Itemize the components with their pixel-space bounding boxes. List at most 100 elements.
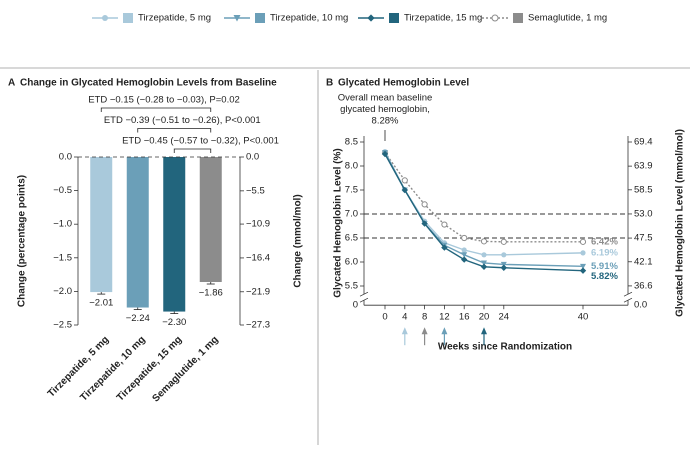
legend-marker (233, 15, 241, 22)
legend-swatch (123, 13, 133, 23)
marker (580, 263, 586, 270)
escalation-arrow-head (441, 327, 448, 335)
legend-label: Tirzepatide, 5 mg (138, 13, 211, 24)
marker (401, 177, 408, 184)
x-tick-label: Tirzepatide, 15 mg (115, 334, 184, 403)
marker (381, 150, 389, 158)
x-tick-label: 8 (422, 312, 427, 323)
axis-break (623, 291, 633, 303)
marker (461, 234, 468, 242)
y-tick-label: −2.5 (53, 320, 72, 331)
x-tick-label: Tirzepatide, 5 mg (46, 334, 111, 399)
marker (501, 252, 507, 258)
marker (480, 263, 488, 270)
y2-tick-label: 63.9 (634, 161, 653, 172)
end-label: 6.42% (591, 236, 618, 247)
data-label: −2.24 (126, 313, 150, 324)
y2-tick-label: 47.5 (634, 233, 653, 244)
y2-tick-label: −10.9 (246, 219, 270, 230)
data-label: −2.30 (162, 317, 186, 328)
data-label: −2.01 (89, 298, 113, 309)
bracket (137, 128, 212, 133)
y-tick-label: −1.5 (53, 252, 72, 263)
y-tick-label: 0 (353, 300, 358, 311)
x-tick-label: 24 (499, 312, 510, 323)
escalation-arrow-head (421, 327, 428, 335)
y-tick-label: 6.5 (345, 233, 358, 244)
marker (481, 260, 487, 266)
panel-letter: B (326, 78, 333, 89)
x-tick-label: 20 (479, 312, 490, 323)
marker (461, 247, 467, 253)
y-tick-label: −2.0 (53, 286, 72, 297)
data-label: −1.86 (199, 288, 223, 299)
y-tick-label: 8.5 (345, 137, 358, 148)
y-tick-label: 7.5 (345, 185, 358, 196)
marker (579, 238, 587, 245)
marker (421, 201, 428, 208)
marker (481, 252, 487, 258)
x-tick-label: 0 (382, 312, 387, 323)
y2-tick-label: 0.0 (634, 300, 647, 311)
y2-tick-label: −5.5 (246, 185, 265, 196)
y-tick-label: 6.0 (345, 257, 358, 268)
legend-marker (102, 15, 108, 21)
y2-axis-label: Glycated Hemoglobin Level (mmol/mol) (675, 129, 686, 317)
annotation: Overall mean baseline (338, 93, 433, 104)
bar (163, 157, 186, 312)
etd-label: ETD −0.39 (−0.51 to −0.26), P<0.001 (104, 115, 261, 126)
y2-tick-label: 69.4 (634, 137, 653, 148)
y2-tick-label: −16.4 (246, 252, 270, 263)
bracket (173, 148, 212, 153)
y2-tick-label: 42.1 (634, 256, 653, 267)
y2-axis-label: Change (mmol/mol) (293, 194, 304, 287)
legend-marker (491, 14, 499, 22)
y-axis-label: Glycated Hemoglobin Level (%) (333, 148, 344, 297)
legend-label: Semaglutide, 1 mg (528, 13, 607, 24)
y-tick-label: 8.0 (345, 161, 358, 172)
y-tick-label: −1.0 (53, 219, 72, 230)
marker (421, 220, 428, 227)
y2-tick-label: −21.9 (246, 286, 270, 297)
end-label: 5.91% (591, 261, 618, 272)
panel-letter: A (8, 78, 15, 89)
y-tick-label: 7.0 (345, 209, 358, 220)
legend-marker (367, 14, 375, 22)
x-tick-label: 4 (402, 312, 407, 323)
axis-break (359, 291, 369, 303)
y2-tick-label: 0.0 (246, 152, 259, 163)
legend-swatch (389, 13, 399, 23)
marker (500, 238, 507, 245)
x-tick-label: 40 (578, 312, 589, 323)
x-tick-label: Tirzepatide, 10 mg (78, 334, 147, 403)
marker (441, 244, 448, 251)
y2-tick-label: −27.3 (246, 320, 270, 331)
y2-tick-label: 36.6 (634, 280, 653, 291)
legend-swatch (255, 13, 265, 23)
y2-tick-label: 53.0 (634, 208, 653, 219)
series-line (384, 152, 584, 268)
marker (579, 267, 587, 274)
annotation: 8.28% (372, 116, 399, 127)
annotation: glycated hemoglobin, (340, 104, 430, 115)
bracket (100, 107, 212, 112)
y-tick-label: 5.5 (345, 281, 358, 292)
end-label: 6.19% (591, 247, 618, 258)
etd-label: ETD −0.45 (−0.57 to −0.32), P<0.001 (122, 136, 279, 147)
legend-label: Tirzepatide, 10 mg (270, 13, 348, 24)
marker (401, 186, 408, 194)
bar (126, 157, 149, 308)
panel-title: Change in Glycated Hemoglobin Levels fro… (20, 78, 277, 89)
end-label: 5.82% (591, 271, 618, 282)
bar (199, 157, 222, 282)
series-line (384, 152, 583, 243)
marker (461, 252, 468, 258)
marker (500, 264, 507, 271)
x-tick-label: Semaglutide, 1 mg (150, 334, 220, 404)
x-tick-label: 12 (439, 312, 450, 323)
escalation-arrow-head (401, 327, 408, 335)
x-tick-label: 16 (459, 312, 470, 323)
legend-swatch (513, 13, 523, 23)
escalation-arrow-head (481, 327, 487, 335)
